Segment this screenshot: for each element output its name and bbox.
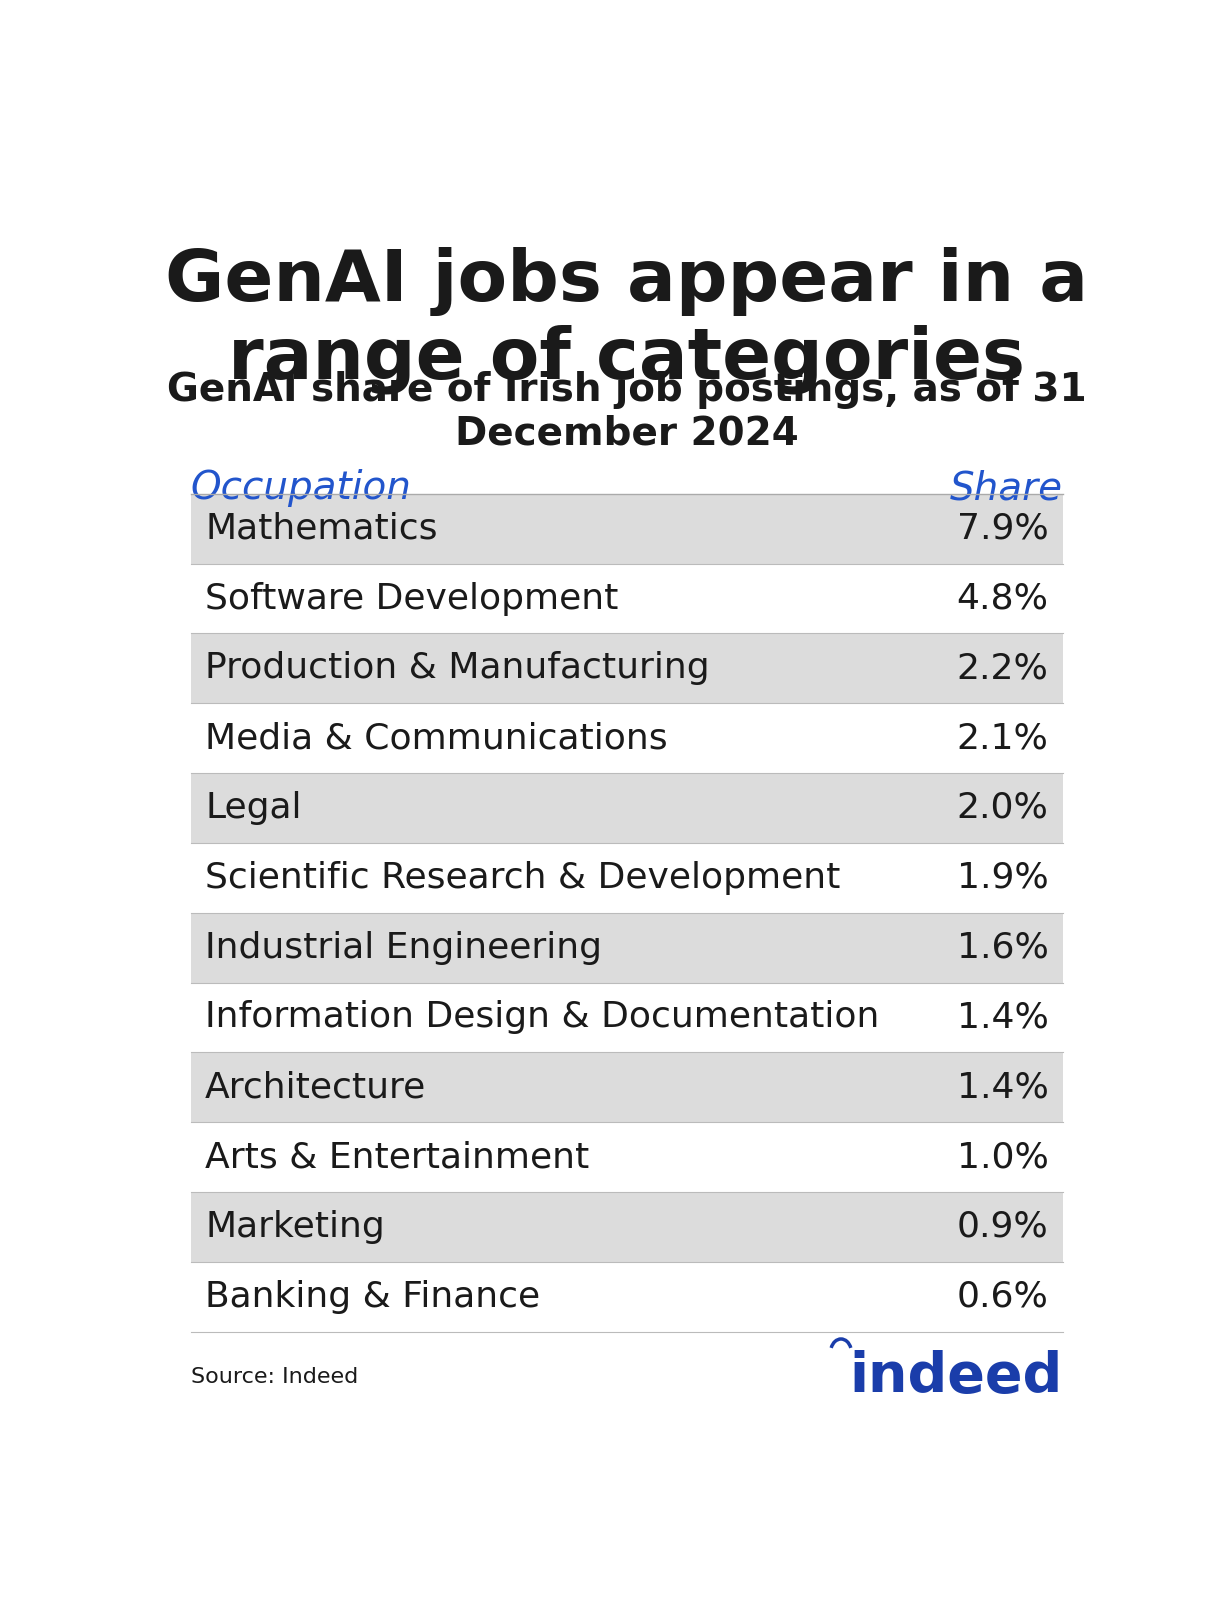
Text: 2.2%: 2.2% — [956, 651, 1048, 685]
Bar — [191, 634, 1063, 704]
Text: 1.0%: 1.0% — [956, 1141, 1048, 1174]
Bar — [191, 912, 1063, 982]
Text: Scientific Research & Development: Scientific Research & Development — [205, 861, 840, 894]
Bar — [191, 1122, 1063, 1192]
Text: Mathematics: Mathematics — [205, 512, 438, 546]
Text: Source: Indeed: Source: Indeed — [191, 1366, 358, 1387]
Text: Arts & Entertainment: Arts & Entertainment — [205, 1141, 589, 1174]
Text: 1.6%: 1.6% — [956, 931, 1048, 965]
Text: 2.1%: 2.1% — [956, 722, 1048, 755]
Text: 0.6%: 0.6% — [956, 1280, 1048, 1314]
Text: Information Design & Documentation: Information Design & Documentation — [205, 1000, 879, 1035]
Text: Software Development: Software Development — [205, 581, 619, 616]
Text: GenAI jobs appear in a
range of categories: GenAI jobs appear in a range of categori… — [165, 248, 1088, 394]
Bar — [191, 773, 1063, 843]
Bar — [191, 1053, 1063, 1122]
Text: Occupation: Occupation — [191, 469, 412, 507]
Text: 2.0%: 2.0% — [956, 790, 1048, 826]
Bar — [191, 563, 1063, 634]
Text: Production & Manufacturing: Production & Manufacturing — [205, 651, 709, 685]
Text: 1.4%: 1.4% — [956, 1070, 1048, 1104]
Text: Media & Communications: Media & Communications — [205, 722, 668, 755]
Text: indeed: indeed — [850, 1350, 1063, 1405]
Bar — [191, 1192, 1063, 1262]
Bar — [191, 494, 1063, 563]
Text: 7.9%: 7.9% — [956, 512, 1048, 546]
Text: Marketing: Marketing — [205, 1210, 385, 1243]
Bar — [191, 982, 1063, 1053]
Text: 0.9%: 0.9% — [956, 1210, 1048, 1243]
Text: Share: Share — [950, 469, 1063, 507]
Text: GenAI share of Irish job postings, as of 31
December 2024: GenAI share of Irish job postings, as of… — [168, 371, 1086, 453]
Text: Banking & Finance: Banking & Finance — [205, 1280, 541, 1314]
Bar — [191, 704, 1063, 773]
Text: Industrial Engineering: Industrial Engineering — [205, 931, 602, 965]
Text: 1.9%: 1.9% — [956, 861, 1048, 894]
Text: 4.8%: 4.8% — [956, 581, 1048, 616]
Bar — [191, 843, 1063, 912]
Text: Architecture: Architecture — [205, 1070, 427, 1104]
Text: 1.4%: 1.4% — [956, 1000, 1048, 1035]
Bar — [191, 1262, 1063, 1331]
Text: Legal: Legal — [205, 790, 302, 826]
